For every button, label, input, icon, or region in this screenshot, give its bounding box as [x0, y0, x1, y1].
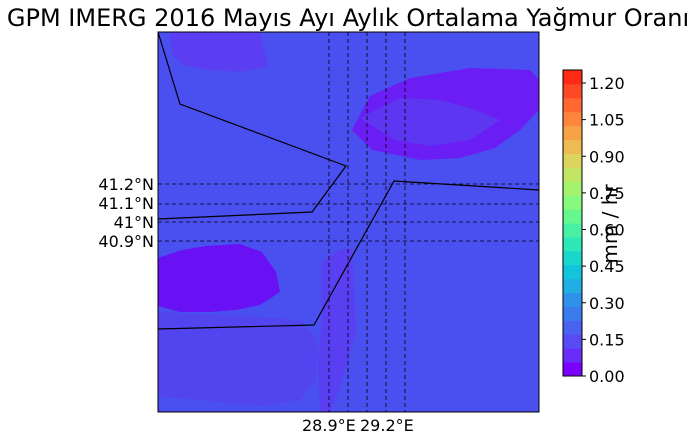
- lat-label-41.1: 41.1°N: [98, 194, 154, 213]
- lon-label-29.2: 29.2°E: [360, 416, 414, 435]
- colorbar-tick-label: 0.30: [589, 294, 625, 313]
- coastline: [157, 31, 540, 330]
- colorbar-band: [563, 334, 582, 349]
- colorbar-frame: [562, 69, 583, 377]
- colorbar-band: [563, 278, 582, 294]
- colorbar-band: [563, 264, 582, 280]
- coastline-north: [157, 31, 347, 220]
- colorbar-band: [563, 195, 582, 210]
- colorbar-tick-label: 0.00: [589, 367, 625, 386]
- colorbar-band: [563, 153, 582, 168]
- colorbar-band: [563, 83, 582, 99]
- colorbar-tick-label: 1.05: [589, 111, 625, 130]
- colorbar: [563, 70, 582, 377]
- colorbar-ticks: 0.00 0.15 0.30 0.45 0.60 0.75 0.90 1.05 1.20: [582, 74, 625, 386]
- colorbar-band: [563, 362, 582, 377]
- colorbar-band: [563, 320, 582, 335]
- lat-label-40.9: 40.9°N: [98, 232, 154, 251]
- low-rain-region-north: [170, 32, 268, 72]
- colorbar-band: [563, 70, 582, 85]
- colorbar-band: [563, 223, 582, 238]
- low-rain-region-west: [158, 244, 280, 312]
- colorbar-tick-label: 0.15: [589, 330, 625, 349]
- colorbar-band: [563, 209, 582, 224]
- colorbar-tick-label: 0.60: [589, 221, 625, 240]
- coastline-south: [157, 180, 540, 330]
- low-rain-region-south: [318, 248, 356, 412]
- mid-rain-region-east: [360, 98, 500, 146]
- colorbar-band: [563, 111, 582, 127]
- colorbar-label: mm / hr: [598, 184, 622, 264]
- colorbar-band: [563, 97, 582, 113]
- colorbar-tick-label: 0.90: [589, 147, 625, 166]
- colorbar-band: [563, 167, 582, 182]
- colorbar-band: [563, 250, 582, 266]
- colorbar-band: [563, 125, 582, 141]
- colorbar-band: [563, 348, 582, 363]
- gridlines: [158, 32, 539, 412]
- lon-label-28.9: 28.9°E: [302, 416, 356, 435]
- map-title: GPM IMERG 2016 Mayıs Ayı Aylık Ortalama …: [6, 4, 690, 32]
- colorbar-tick-label: 0.75: [589, 184, 625, 203]
- colorbar-band: [563, 139, 582, 154]
- colorbar-band: [563, 306, 582, 321]
- colorbar-band: [563, 181, 582, 196]
- colorbar-band: [563, 292, 582, 307]
- map-frame: [157, 31, 540, 413]
- low-rain-region-southwest: [158, 312, 318, 406]
- colorbar-band: [563, 236, 582, 252]
- colorbar-tick-label: 1.20: [589, 74, 625, 93]
- lat-label-41.2: 41.2°N: [98, 175, 154, 194]
- colorbar-tick-label: 0.45: [589, 257, 625, 276]
- lat-label-41: 41°N: [113, 213, 154, 232]
